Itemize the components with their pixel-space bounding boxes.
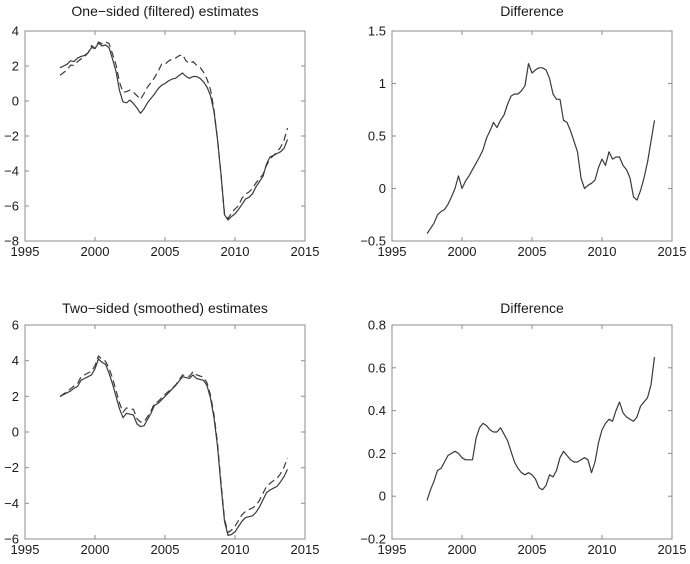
two-sided-difference-chart: 1995 2000 2005 2010 2015 −0.2 0 0.2 0.4 0.6 0.8 — [360, 318, 687, 558]
x-tick-label: 2015 — [658, 542, 687, 557]
chart-title-two-sided: Two−sided (smoothed) estimates — [62, 300, 268, 316]
y-tick-label: 4 — [12, 353, 19, 368]
y-tick-label: −8 — [4, 234, 19, 249]
axis-box — [391, 30, 673, 242]
x-tick-label: 2015 — [291, 244, 320, 259]
y-tick-label: 0 — [12, 94, 19, 109]
y-tick-label: −2 — [4, 129, 19, 144]
y-tick-label: 4 — [12, 24, 19, 39]
series-two-sided-alternative-estimate — [59, 355, 289, 534]
axis-box — [24, 324, 306, 540]
x-tick-label: 1995 — [11, 244, 40, 259]
y-tick-label: 0 — [379, 181, 386, 196]
y-tick-label: 1.5 — [368, 24, 386, 39]
x-tick-label: 2005 — [518, 542, 547, 557]
x-tick-label: 2000 — [81, 244, 110, 259]
y-tick-label: −4 — [4, 164, 19, 179]
panel-two-sided-estimates: Two−sided (smoothed) estimates 1995 2000 2… — [0, 282, 345, 564]
y-tick-label: 0 — [379, 489, 386, 504]
y-tick-label: −0.5 — [360, 234, 386, 249]
x-tick-label: 2000 — [448, 244, 477, 259]
x-tick-label: 2000 — [448, 542, 477, 557]
x-tick-label: 2005 — [518, 244, 547, 259]
y-tick-label: 0.4 — [368, 403, 386, 418]
y-tick-label: 1 — [379, 76, 386, 91]
one-sided-difference-chart: 1995 2000 2005 2010 2015 −0.5 0 0.5 1 1.5 — [360, 24, 687, 260]
series-difference-two-sided — [426, 357, 656, 501]
x-tick-label: 2005 — [151, 244, 180, 259]
chart-title-one-sided: One−sided (filtered) estimates — [71, 3, 259, 19]
x-tick-label: 2015 — [658, 244, 687, 259]
y-tick-label: 0.6 — [368, 360, 386, 375]
panel-one-sided-difference: Difference 1995 2000 2005 2010 2015 −0.5 0 0.5 1… — [345, 0, 690, 282]
series-one-sided-alternative-estimate — [59, 41, 289, 220]
y-tick-label: 2 — [12, 389, 19, 404]
axis-box — [391, 324, 673, 540]
series-two-sided-smoothed-estimate — [59, 358, 289, 536]
y-tick-label: 0.2 — [368, 446, 386, 461]
y-tick-label: −4 — [4, 496, 19, 511]
y-tick-label: −6 — [4, 532, 19, 547]
y-tick-label: −6 — [4, 199, 19, 214]
axis-box — [24, 30, 306, 242]
chart-title-one-sided-difference: Difference — [500, 3, 564, 19]
y-tick-label: 0.8 — [368, 318, 386, 333]
y-tick-label: −0.2 — [360, 532, 386, 547]
x-tick-label: 2000 — [81, 542, 110, 557]
y-tick-label: 0 — [12, 425, 19, 440]
x-tick-label: 1995 — [378, 244, 407, 259]
y-tick-label: 6 — [12, 318, 19, 333]
x-tick-label: 1995 — [11, 542, 40, 557]
panel-two-sided-difference: Difference 1995 2000 2005 2010 2015 −0.2 0 0.2 0… — [345, 282, 690, 564]
x-tick-label: 1995 — [378, 542, 407, 557]
x-tick-label: 2010 — [221, 542, 250, 557]
y-tick-label: 0.5 — [368, 129, 386, 144]
panel-one-sided-estimates: One−sided (filtered) estimates 1995 2000 2… — [0, 0, 345, 282]
series-one-sided-filtered-estimate — [59, 42, 289, 221]
chart-title-two-sided-difference: Difference — [500, 300, 564, 316]
x-tick-label: 2010 — [588, 542, 617, 557]
x-tick-label: 2010 — [221, 244, 250, 259]
two-sided-estimates-chart: 1995 2000 2005 2010 2015 −6 −4 −2 0 2 4 6 — [4, 318, 320, 558]
one-sided-estimates-chart: 1995 2000 2005 2010 2015 −8 −6 −4 −2 0 2 4 — [4, 24, 320, 260]
y-tick-label: −2 — [4, 460, 19, 475]
x-tick-label: 2005 — [151, 542, 180, 557]
x-tick-label: 2010 — [588, 244, 617, 259]
x-tick-label: 2015 — [291, 542, 320, 557]
y-tick-label: 2 — [12, 59, 19, 74]
series-difference-one-sided — [426, 62, 656, 235]
